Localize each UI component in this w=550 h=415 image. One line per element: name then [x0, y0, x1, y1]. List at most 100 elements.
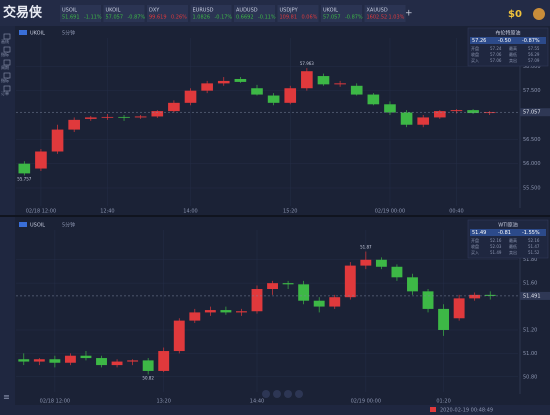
panel-cell: 买入 — [471, 249, 479, 255]
status-bar — [0, 405, 550, 415]
x-tick-label: 13:20 — [156, 399, 170, 405]
panel-cell: 56.29 — [528, 52, 540, 57]
panel-cell: 开盘 — [471, 45, 479, 51]
candle-body — [168, 102, 180, 112]
panel-cell: 卖出 — [509, 57, 517, 63]
panel-cell: 52.16 — [528, 238, 540, 243]
candle-body — [384, 104, 396, 113]
panel-cell: 最高 — [509, 45, 517, 51]
candle-body — [301, 71, 313, 89]
info-panel — [467, 27, 549, 67]
panel-cell: 最低 — [509, 243, 517, 249]
candle-body — [267, 95, 280, 103]
candle-body — [400, 112, 413, 125]
y-tick-label: 56.500 — [523, 137, 541, 143]
ticker-symbol: XAUUSD — [367, 8, 388, 14]
ticker-change: -1.11% — [84, 15, 102, 21]
candle-body — [438, 308, 450, 330]
candle-body — [282, 283, 294, 285]
ticker-price: 57.057 — [323, 15, 341, 21]
ticker-price: 1602.52 — [367, 15, 388, 21]
extreme-label: 55.757 — [17, 176, 31, 181]
candle-body — [391, 266, 403, 278]
candle-body — [367, 94, 380, 105]
panel-cell: 52.03 — [490, 244, 502, 249]
candle-body — [64, 355, 76, 363]
ticker-price: 1.0826 — [193, 15, 211, 21]
info-panel — [467, 219, 549, 259]
current-price-label: 57.057 — [523, 110, 541, 116]
y-tick-label: 51.60 — [523, 281, 537, 287]
ticker-change: -0.11% — [258, 15, 276, 21]
x-tick-label: 02/18 12:00 — [26, 209, 56, 215]
candle-body — [220, 310, 232, 313]
zoom-in[interactable] — [273, 390, 281, 398]
tool-icon[interactable] — [3, 72, 11, 79]
panel-cell: 收盘 — [471, 51, 479, 57]
add-tab[interactable]: + — [405, 9, 413, 19]
x-tick-label: 00:40 — [449, 209, 463, 215]
ticker-price: 51.691 — [62, 15, 80, 21]
tool-label: 订单 — [1, 90, 9, 96]
panel-cell: 最高 — [509, 237, 517, 243]
candle-body — [184, 90, 197, 103]
tool-icon[interactable] — [3, 59, 11, 66]
balance[interactable]: $0 — [508, 9, 522, 20]
divider — [0, 215, 550, 217]
candle-body — [101, 116, 114, 118]
panel-cell: 51.47 — [528, 244, 540, 249]
panel-pct: -0.87% — [522, 38, 540, 44]
ticker-tab[interactable] — [103, 5, 145, 22]
menu-icon[interactable]: ≡ — [3, 393, 10, 402]
panel-price: 51.49 — [472, 230, 486, 236]
y-tick-label: 56.000 — [523, 161, 541, 167]
candle-body — [467, 110, 479, 114]
panel-cell: 51.52 — [528, 250, 540, 255]
ticker-tab[interactable] — [364, 5, 406, 22]
tool-icon[interactable] — [3, 33, 11, 40]
ticker-tab[interactable] — [321, 5, 362, 22]
panel-name: WTI原油 — [498, 222, 517, 229]
panel-cell: 52.16 — [490, 238, 502, 243]
avatar[interactable] — [533, 8, 545, 20]
scroll-left[interactable] — [284, 390, 292, 398]
period[interactable]: 5分钟 — [62, 222, 75, 229]
period[interactable]: 5分钟 — [62, 30, 75, 37]
candle-body — [422, 291, 434, 309]
zoom-controls — [262, 390, 303, 398]
panel-change: -0.81 — [498, 230, 511, 236]
zoom-out[interactable] — [262, 390, 270, 398]
ticker-symbol: EURUSD — [193, 8, 214, 14]
candle-body — [80, 355, 92, 359]
panel-cell: 收盘 — [471, 243, 479, 249]
candle-body — [298, 284, 310, 301]
tool-icon[interactable] — [3, 85, 11, 92]
candle-body — [68, 119, 80, 130]
current-price-label: 51.491 — [523, 293, 541, 299]
ticker-tab[interactable] — [60, 5, 101, 22]
ticker-tab[interactable] — [234, 5, 275, 22]
panel-cell: 卖出 — [509, 249, 517, 255]
candle-body — [33, 359, 45, 362]
x-tick-label: 14:00 — [183, 209, 197, 215]
extreme-label: 51.87 — [360, 245, 372, 250]
candle-body — [407, 277, 418, 292]
candle-body — [434, 111, 446, 118]
candle-body — [450, 110, 463, 112]
candle-body — [317, 76, 330, 85]
ticker-symbol: DXY — [149, 8, 160, 14]
x-tick-label: 14:40 — [250, 399, 264, 405]
candle-body — [204, 310, 216, 313]
candle-body — [236, 311, 247, 313]
scroll-right[interactable] — [295, 390, 303, 398]
candle-body — [334, 83, 346, 85]
ticker-tab[interactable] — [277, 5, 319, 22]
panel-price-box — [470, 229, 546, 236]
ticker-tab[interactable] — [147, 5, 188, 22]
candle-body — [158, 351, 170, 371]
x-tick-label: 02/19 00:00 — [351, 399, 381, 405]
ticker-tab[interactable] — [190, 5, 232, 22]
ticker-change: 0.06% — [302, 15, 318, 21]
tool-icon[interactable] — [3, 46, 11, 53]
candle-body — [127, 360, 139, 362]
